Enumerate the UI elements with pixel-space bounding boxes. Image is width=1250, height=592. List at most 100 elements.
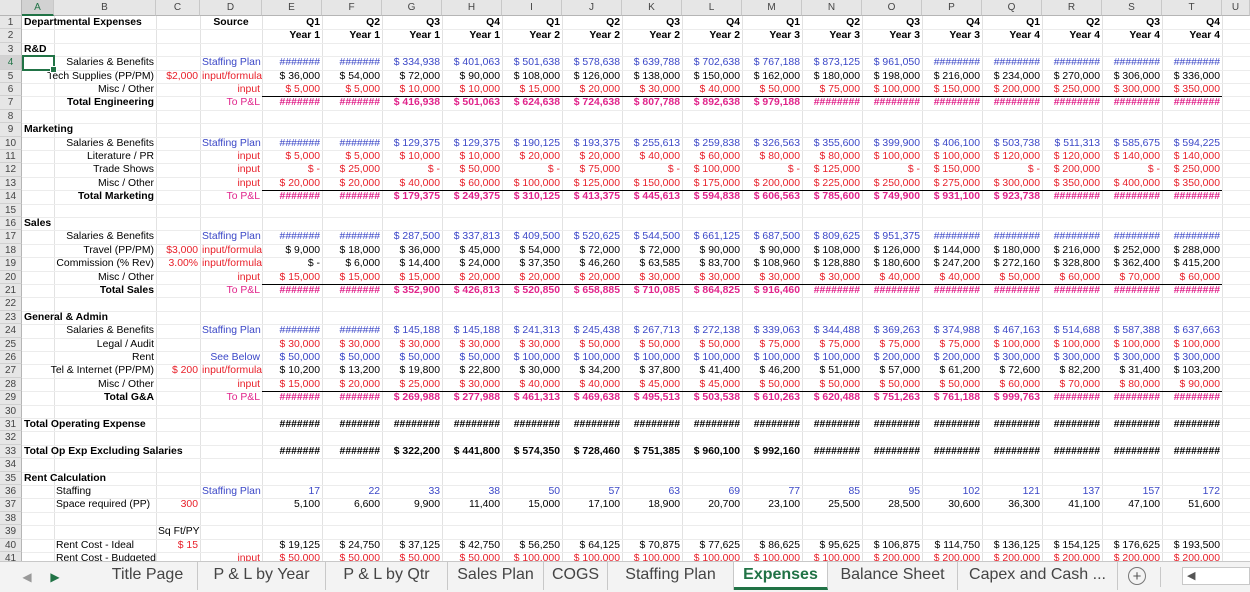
value-cell[interactable]: $ 892,638 (693, 97, 740, 109)
value-cell[interactable]: $ 40,000 (699, 84, 740, 95)
value-cell[interactable]: ####### (279, 285, 320, 296)
value-cell[interactable]: $ 193,500 (1173, 539, 1220, 551)
column-header-j[interactable]: J (562, 0, 622, 16)
source-cell[interactable]: Staffing Plan (202, 231, 261, 243)
value-cell[interactable]: $ 50,000 (279, 352, 320, 363)
value-cell[interactable]: ####### (339, 325, 380, 337)
value-cell[interactable]: 33 (428, 486, 440, 497)
value-cell[interactable]: $ 80,000 (759, 151, 800, 162)
scroll-left-icon[interactable]: ◀ (1187, 570, 1196, 582)
value-cell[interactable]: $ 144,000 (933, 244, 980, 256)
column-header-o[interactable]: O (862, 0, 922, 16)
value-cell[interactable]: $ 461,313 (513, 392, 560, 404)
value-cell[interactable]: $ 50,000 (279, 553, 320, 561)
value-cell[interactable]: $ 710,085 (633, 285, 680, 296)
value-cell[interactable]: ######## (1113, 445, 1160, 457)
source-cell[interactable]: input (237, 271, 260, 283)
value-cell[interactable]: $ 60,000 (699, 151, 740, 162)
value-cell[interactable]: $ 749,900 (873, 191, 920, 203)
value-cell[interactable]: $ 51,000 (819, 365, 860, 377)
value-cell[interactable]: $ 200,000 (993, 553, 1040, 561)
value-cell[interactable]: $ 252,000 (1113, 244, 1160, 256)
value-cell[interactable]: $ 249,375 (453, 191, 500, 203)
value-cell[interactable]: $ 10,000 (399, 84, 440, 95)
value-cell[interactable]: $ 46,200 (759, 365, 800, 377)
value-cell[interactable]: ####### (339, 97, 380, 109)
row-header[interactable]: 38 (0, 511, 22, 526)
value-cell[interactable]: $ 15,000 (279, 271, 320, 283)
value-cell[interactable]: $ 140,000 (1173, 151, 1220, 162)
value-cell[interactable]: ######## (1173, 191, 1220, 203)
value-cell[interactable]: $ 37,125 (399, 539, 440, 551)
value-cell[interactable]: $ 916,460 (753, 285, 800, 296)
value-cell[interactable]: $ - (667, 164, 680, 176)
value-cell[interactable]: $ 19,800 (399, 365, 440, 377)
value-cell[interactable]: $ 18,000 (339, 244, 380, 256)
row-header[interactable]: 26 (0, 351, 22, 365)
value-cell[interactable]: $ 50,000 (999, 271, 1040, 283)
value-cell[interactable]: $ 37,800 (639, 365, 680, 377)
source-cell[interactable]: input/formula (202, 244, 262, 256)
value-cell[interactable]: $ 200,000 (933, 553, 980, 561)
value-cell[interactable]: 17,100 (588, 499, 620, 511)
value-cell[interactable]: ######## (1053, 57, 1100, 69)
value-cell[interactable]: $ 751,385 (633, 445, 680, 457)
value-cell[interactable]: $ 22,800 (459, 365, 500, 377)
value-cell[interactable]: ####### (339, 191, 380, 203)
value-cell[interactable]: ####### (279, 137, 320, 149)
row-header[interactable]: 2 (0, 29, 22, 43)
value-cell[interactable]: $ 50,000 (459, 352, 500, 363)
value-cell[interactable]: $ 200,000 (1173, 553, 1220, 561)
value-cell[interactable]: ######## (1053, 445, 1100, 457)
value-cell[interactable]: $ 767,188 (753, 57, 800, 69)
value-cell[interactable]: $ 578,638 (573, 57, 620, 69)
value-cell[interactable]: $ 150,000 (933, 164, 980, 176)
value-cell[interactable]: $ 594,225 (1173, 137, 1220, 149)
value-cell[interactable]: $ 50,000 (399, 352, 440, 363)
value-cell[interactable]: $ 5,000 (285, 84, 320, 95)
value-cell[interactable]: $ 362,400 (1113, 258, 1160, 270)
value-cell[interactable]: $ 30,000 (459, 378, 500, 390)
value-cell[interactable]: $ 785,600 (813, 191, 860, 203)
source-cell[interactable]: input/formula (202, 70, 262, 82)
value-cell[interactable]: $ 100,000 (873, 84, 920, 95)
row-header[interactable]: 20 (0, 270, 22, 284)
value-cell[interactable]: $ 416,938 (393, 97, 440, 109)
value-cell[interactable]: ######## (993, 419, 1040, 430)
value-cell[interactable]: ######## (1053, 285, 1100, 296)
value-cell[interactable]: $ 100,000 (513, 553, 560, 561)
value-cell[interactable]: $ 30,000 (459, 338, 500, 350)
source-cell[interactable]: input (237, 84, 260, 95)
value-cell[interactable]: $ 60,000 (999, 378, 1040, 390)
value-cell[interactable]: ####### (279, 231, 320, 243)
value-cell[interactable]: $ 514,688 (1053, 325, 1100, 337)
value-cell[interactable]: $ 54,000 (339, 70, 380, 82)
value-cell[interactable]: $ 40,000 (939, 271, 980, 283)
value-cell[interactable]: $ 409,500 (513, 231, 560, 243)
value-cell[interactable]: $ 931,100 (933, 191, 980, 203)
value-cell[interactable]: $ 20,000 (579, 271, 620, 283)
value-cell[interactable]: $ 10,000 (459, 84, 500, 95)
value-cell[interactable]: $ 807,788 (633, 97, 680, 109)
value-cell[interactable]: $ 46,260 (579, 258, 620, 270)
value-cell[interactable]: $ 445,613 (633, 191, 680, 203)
value-cell[interactable]: $ 322,200 (393, 445, 440, 457)
value-cell[interactable]: $ 100,000 (1113, 338, 1160, 350)
value-cell[interactable]: $ 100,000 (633, 352, 680, 363)
value-cell[interactable]: $ 873,125 (813, 57, 860, 69)
value-cell[interactable]: $ 100,000 (513, 352, 560, 363)
value-cell[interactable]: 85 (848, 486, 860, 497)
value-cell[interactable]: $ 352,900 (393, 285, 440, 296)
value-cell[interactable]: ######## (873, 285, 920, 296)
value-cell[interactable]: $ 100,000 (693, 553, 740, 561)
value-cell[interactable]: $ 36,000 (399, 244, 440, 256)
value-cell[interactable]: $ 6,000 (345, 258, 380, 270)
value-cell[interactable]: 69 (728, 486, 740, 497)
value-cell[interactable]: $ 60,000 (1179, 271, 1220, 283)
value-cell[interactable]: $ 57,000 (879, 365, 920, 377)
row-header[interactable]: 8 (0, 109, 22, 124)
source-cell[interactable]: See Below (210, 352, 260, 363)
value-cell[interactable]: $ 275,000 (933, 177, 980, 189)
value-cell[interactable]: ######## (1053, 392, 1100, 404)
value-cell[interactable]: $ 200,000 (1053, 164, 1100, 176)
